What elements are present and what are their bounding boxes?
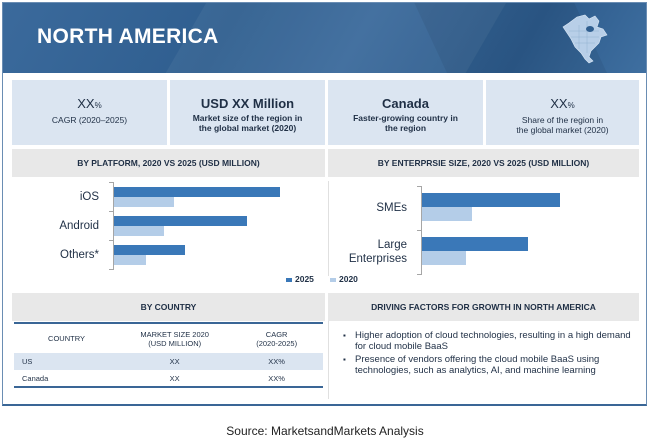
axis-tick [109,182,114,183]
driver-item: Presence of vendors offering the cloud m… [343,354,643,376]
drivers-section-title: DRIVING FACTORS FOR GROWTH IN NORTH AMER… [328,293,639,321]
bar-2020-android [114,226,164,236]
source-note: Source: MarketsandMarkets Analysis [226,424,424,438]
bar-2020-others- [114,255,146,265]
kpi-cagr: XX% CAGR (2020–2025) [12,80,167,145]
axis-tick [109,211,114,212]
country-section-title: BY COUNTRY [12,293,325,321]
col-cagr: CAGR (2020-2025) [230,322,323,353]
col-country: COUNTRY [14,322,120,353]
bottom-divider [328,321,329,399]
legend-2020: 2020 [330,274,358,284]
table-row: US XX XX% [14,353,323,370]
header-banner: NORTH AMERICA [3,3,646,73]
axis-tick [109,269,114,270]
kpi-fastest-country-value: Canada [382,96,429,111]
enterprise-chart-title: BY ENTERPRSIE SIZE, 2020 VS 2025 (USD MI… [328,149,639,177]
category-label: iOS [79,190,99,203]
axis-tick [417,186,422,187]
page-title: NORTH AMERICA [37,25,219,48]
category-label: Large Enterprises [348,239,407,265]
kpi-fastest-country: Canada Faster-growing country in the regi… [328,80,483,145]
col-market-size: MARKET SIZE 2020 (USD MILLION) [119,322,231,353]
infographic-frame: NORTH AMERICA XX% CAGR (2020–2025) USD X… [2,2,647,406]
category-label: Android [59,219,99,232]
table-row: Canada XX XX% [14,370,323,388]
category-label: SMEs [376,202,407,214]
kpi-cagr-label: CAGR (2020–2025) [51,115,128,125]
kpi-region-share-value: XX [550,96,568,111]
axis-tick [417,230,422,231]
kpi-region-share: XX% Share of the region in the global mar… [486,80,639,145]
category-label: Others* [60,248,99,261]
driver-item: Higher adoption of cloud technologies, r… [343,330,643,352]
bar-2025-android [114,216,247,226]
drivers-list: Higher adoption of cloud technologies, r… [343,330,643,378]
kpi-market-size: USD XX Million Market size of the region… [170,80,325,145]
axis-tick [109,240,114,241]
bar-2025-smes [422,193,560,207]
bar-2020-smes [422,207,472,221]
country-table: COUNTRY MARKET SIZE 2020 (USD MILLION) CA… [14,322,323,388]
axis-tick [417,274,422,275]
legend-2025: 2025 [286,274,314,284]
bar-2020-large-enterprises [422,251,467,265]
north-america-map-icon [562,14,608,64]
bar-2025-ios [114,187,280,197]
kpi-cagr-value: XX [77,96,95,111]
bar-2025-large-enterprises [422,237,529,251]
kpi-market-size-value: USD XX Million [200,96,295,111]
chart-axis [113,182,114,269]
platform-chart-title: BY PLATFORM, 2020 VS 2025 (USD MILLION) [12,149,325,177]
bar-2020-ios [114,197,174,207]
chart-divider [328,181,329,276]
bar-2025-others- [114,245,186,255]
